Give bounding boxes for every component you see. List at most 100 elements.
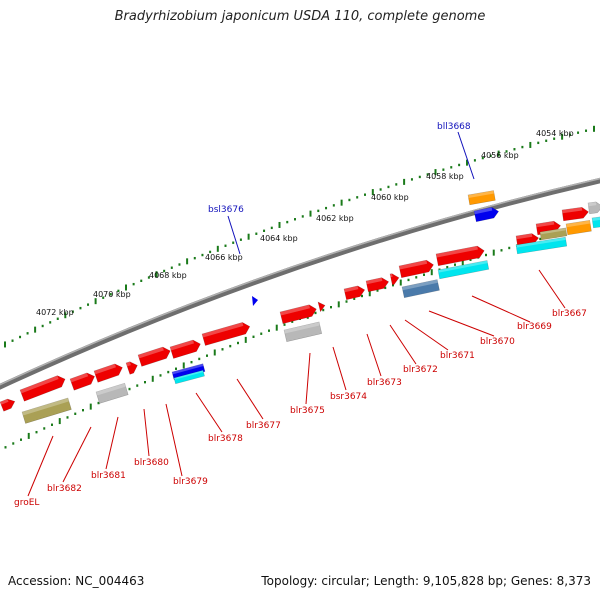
gene-label-inner: blr3673 [367, 378, 402, 388]
leader-line [305, 352, 311, 405]
gene-box [95, 382, 129, 404]
gene-feature [137, 346, 171, 367]
ruler-label: 4066 kbp [205, 253, 243, 262]
gene-highlight [344, 285, 359, 293]
gene-feature [169, 339, 201, 359]
gene-feature [398, 259, 434, 279]
gene-box [283, 321, 323, 342]
gene-box [467, 190, 496, 206]
leader-line [62, 426, 92, 483]
gene-box [137, 346, 171, 367]
gene-highlight [436, 245, 478, 258]
gene-box [398, 259, 434, 279]
gene-highlight [70, 372, 89, 383]
gene-highlight [366, 277, 383, 285]
gene-feature [283, 321, 323, 342]
gene-label-inner: bsr3674 [330, 392, 367, 402]
gene-feature [0, 398, 16, 412]
gene-label-inner: blr3678 [208, 434, 243, 444]
gene-box [591, 216, 600, 229]
accession-text: Accession: NC_004463 [8, 574, 145, 588]
gene-highlight [402, 279, 438, 291]
ruler-label: 4064 kbp [260, 234, 298, 243]
gene-highlight [284, 321, 320, 334]
gene-highlight [474, 207, 493, 215]
gene-highlight [562, 207, 583, 214]
ruler-label: 4068 kbp [149, 271, 187, 280]
gene-feature [401, 279, 440, 299]
gene-highlight [437, 260, 488, 273]
gene-box [125, 361, 138, 375]
gene-feature [201, 322, 251, 346]
gene-label-inner: blr3672 [403, 365, 438, 375]
gene-box [539, 227, 568, 241]
ruler-label: 4062 kbp [316, 214, 354, 223]
ruler-label: 4054 kbp [536, 129, 574, 138]
gene-highlight [96, 383, 126, 396]
gene-label-inner: blr3669 [517, 322, 552, 332]
gene-highlight [20, 375, 59, 394]
gene-feature [435, 245, 485, 267]
leader-line [105, 416, 119, 470]
gene-box [401, 279, 440, 299]
gene-highlight [566, 220, 591, 228]
gene-feature [591, 216, 600, 229]
leader-line [428, 310, 495, 337]
gene-feature [587, 201, 600, 215]
gene-feature [515, 236, 568, 255]
gene-box [0, 398, 16, 412]
gene-highlight [94, 363, 116, 375]
leader-line [404, 319, 449, 351]
gene-box [587, 201, 600, 215]
gene-highlight [540, 227, 567, 235]
gene-highlight [174, 370, 204, 380]
ruler-labels: 4054 kbp 4056 kbp 4058 kbp 4060 kbp 4062 kbp… [36, 129, 574, 317]
genome-backbone [0, 177, 600, 390]
ruler-label: 4070 kbp [93, 290, 131, 299]
gene-feature [343, 285, 366, 301]
gene-feature [389, 273, 400, 286]
gene-feature [473, 206, 499, 223]
gene-highlight [468, 190, 495, 198]
gene-box [169, 339, 201, 359]
gene-label-inner: blr3670 [480, 337, 515, 347]
gene-box [201, 322, 251, 346]
gene-highlight [515, 233, 533, 240]
gene-label-inner: blr3682 [47, 484, 82, 494]
leader-line [165, 403, 183, 477]
gene-box [389, 273, 400, 286]
gene-feature [317, 301, 326, 313]
leader-line [27, 435, 54, 497]
gene-feature [95, 382, 129, 404]
gene-label-inner: blr3667 [552, 309, 587, 319]
gene-highlight [516, 237, 566, 248]
gene-highlight [169, 339, 195, 351]
gene-feature [21, 397, 72, 424]
gene-label-inner: blr3677 [246, 421, 281, 431]
gene-box [365, 277, 390, 293]
leader-line [227, 215, 241, 255]
gene-highlight [21, 397, 69, 416]
leader-line [143, 408, 150, 457]
gene-highlight [0, 399, 9, 405]
gene-feature [171, 363, 206, 381]
genome-summary-text: Topology: circular; Length: 9,105,828 bp… [261, 574, 591, 588]
gene-feature [93, 363, 123, 383]
gene-highlight [125, 361, 131, 367]
gene-label-inner: blr3679 [173, 477, 208, 487]
gene-label-inner: blr3671 [440, 351, 475, 361]
gene-highlight [536, 221, 555, 228]
gene-highlight [280, 304, 310, 316]
leader-line [195, 392, 223, 433]
gene-features [0, 190, 600, 424]
gene-box [565, 219, 592, 236]
gene-highlight [398, 260, 428, 270]
gene-feature [467, 190, 496, 206]
gene-feature [279, 304, 317, 324]
gene-label-inner: blr3681 [91, 471, 126, 481]
gene-box [473, 206, 499, 223]
gene-box [69, 372, 95, 391]
leader-line [236, 378, 264, 420]
